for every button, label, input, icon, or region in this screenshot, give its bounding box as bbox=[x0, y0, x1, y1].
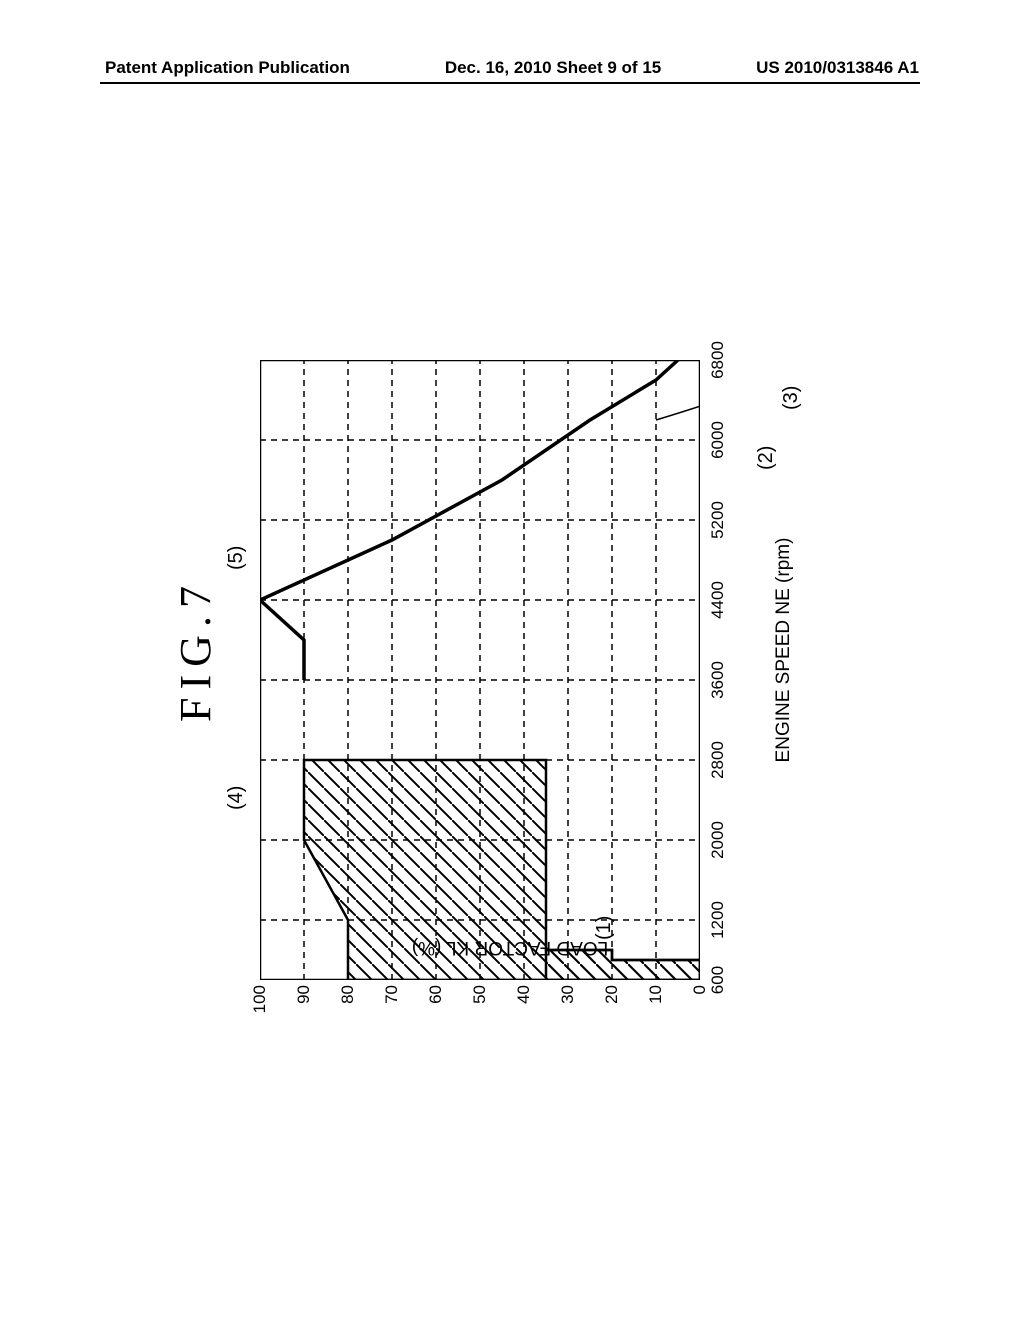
x-tick-label: 6000 bbox=[708, 421, 728, 459]
header-left: Patent Application Publication bbox=[105, 58, 350, 78]
y-tick-label: 80 bbox=[338, 985, 358, 1015]
region-label: (1) bbox=[593, 916, 616, 940]
y-tick-label: 0 bbox=[690, 985, 710, 1015]
figure-container: LOAD FACTOR KL (%) ENGINE SPEED NE (rpm)… bbox=[130, 240, 890, 1060]
header-center: Dec. 16, 2010 Sheet 9 of 15 bbox=[445, 58, 661, 78]
region-label: (4) bbox=[225, 786, 248, 810]
x-tick-label: 600 bbox=[708, 966, 728, 994]
x-tick-label: 1200 bbox=[708, 901, 728, 939]
x-axis-label: ENGINE SPEED NE (rpm) bbox=[773, 538, 795, 763]
x-tick-label: 5200 bbox=[708, 501, 728, 539]
region-label: (2) bbox=[755, 446, 778, 470]
y-tick-label: 40 bbox=[514, 985, 534, 1015]
x-tick-label: 3600 bbox=[708, 661, 728, 699]
rotated-chart-view: LOAD FACTOR KL (%) ENGINE SPEED NE (rpm)… bbox=[210, 240, 810, 1060]
chart-inner: LOAD FACTOR KL (%) ENGINE SPEED NE (rpm)… bbox=[210, 240, 810, 1060]
y-tick-label: 30 bbox=[558, 985, 578, 1015]
header-divider bbox=[100, 82, 920, 84]
x-tick-label: 6800 bbox=[708, 341, 728, 379]
figure-title: FIG.7 bbox=[170, 578, 221, 722]
x-tick-label: 4400 bbox=[708, 581, 728, 619]
y-tick-label: 60 bbox=[426, 985, 446, 1015]
y-tick-label: 70 bbox=[382, 985, 402, 1015]
y-tick-label: 50 bbox=[470, 985, 490, 1015]
page-header: Patent Application Publication Dec. 16, … bbox=[0, 58, 1024, 78]
region-label: (5) bbox=[225, 546, 248, 570]
y-tick-label: 90 bbox=[294, 985, 314, 1015]
y-tick-label: 20 bbox=[602, 985, 622, 1015]
x-tick-label: 2000 bbox=[708, 821, 728, 859]
region-label: (3) bbox=[780, 386, 803, 410]
x-tick-label: 2800 bbox=[708, 741, 728, 779]
chart-svg bbox=[260, 360, 700, 980]
y-tick-label: 100 bbox=[250, 985, 270, 1015]
y-tick-label: 10 bbox=[646, 985, 666, 1015]
header-right: US 2010/0313846 A1 bbox=[756, 58, 919, 78]
